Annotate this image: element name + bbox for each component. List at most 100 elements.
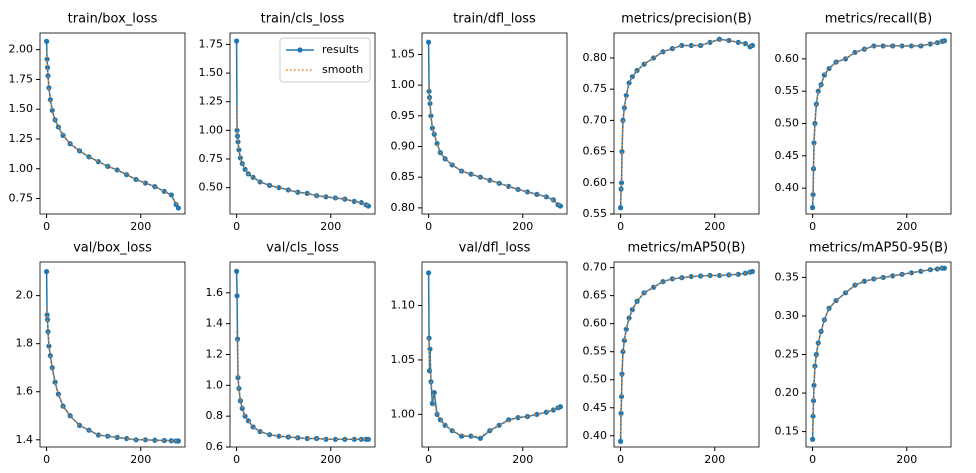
result-point xyxy=(46,85,52,91)
y-tick-label: 0.30 xyxy=(775,309,800,322)
x-tick-label: 200 xyxy=(130,453,151,466)
result-point xyxy=(76,422,83,428)
smooth-line xyxy=(235,107,369,207)
result-point xyxy=(623,92,629,99)
subplot-title: val/box_loss xyxy=(73,241,152,256)
result-point xyxy=(168,192,174,198)
results-line xyxy=(619,270,753,442)
y-tick-label: 0.75 xyxy=(583,82,608,95)
y-tick-label: 0.90 xyxy=(391,140,416,153)
x-tick-label: 0 xyxy=(425,453,432,466)
smooth-line xyxy=(811,40,945,202)
result-point xyxy=(45,73,51,79)
result-point xyxy=(468,433,474,439)
subplot-title: train/box_loss xyxy=(68,12,158,27)
result-point xyxy=(707,272,713,279)
result-point xyxy=(242,166,248,172)
y-tick-label: 0.50 xyxy=(775,117,800,130)
x-tick-label: 0 xyxy=(425,220,432,233)
results-line xyxy=(427,272,561,440)
results-line xyxy=(45,41,180,209)
result-point xyxy=(487,177,493,183)
y-tick-label: 1.4 xyxy=(206,317,224,330)
y-tick-label: 1.6 xyxy=(206,286,224,299)
result-point xyxy=(295,435,301,441)
y-tick-label: 1.75 xyxy=(9,72,34,85)
result-point xyxy=(621,337,627,344)
result-point xyxy=(487,428,493,434)
y-tick-label: 0.55 xyxy=(583,345,608,358)
x-tick-label: 0 xyxy=(617,453,624,466)
result-point xyxy=(124,172,130,178)
result-point xyxy=(44,56,50,62)
y-tick-label: 1.50 xyxy=(199,66,224,79)
result-point xyxy=(95,159,101,165)
result-point xyxy=(617,205,624,211)
x-tick-label: 200 xyxy=(130,220,151,233)
x-tick-label: 0 xyxy=(43,453,50,466)
x-tick-label: 0 xyxy=(43,220,50,233)
result-point xyxy=(735,39,741,45)
result-point xyxy=(669,46,675,52)
result-point xyxy=(242,413,248,419)
result-point xyxy=(427,100,433,107)
result-point xyxy=(44,64,51,71)
y-tick-label: 1.25 xyxy=(9,132,34,145)
result-point xyxy=(812,363,818,369)
y-tick-label: 0.80 xyxy=(583,51,608,64)
result-point xyxy=(669,276,675,282)
y-tick-label: 0.20 xyxy=(775,386,800,399)
result-point xyxy=(52,379,58,385)
x-tick-label: 0 xyxy=(617,220,624,233)
result-point xyxy=(477,435,483,441)
x-tick-label: 200 xyxy=(704,453,725,466)
result-point xyxy=(323,194,329,200)
subplot: val/cls_loss 0.6 0.8 1.0 1.2 1.4 1.6 0 200 xyxy=(206,241,376,466)
x-tick-label: 0 xyxy=(233,220,240,233)
y-tick-label: 0.55 xyxy=(775,84,800,97)
legend-label: smooth xyxy=(322,63,363,76)
subplot: train/box_loss 0.75 1.00 1.25 1.50 1.75 2.00 0 2… xyxy=(9,12,186,233)
y-tick-label: 1.00 xyxy=(9,162,34,175)
result-point xyxy=(707,39,713,45)
y-tick-label: 1.05 xyxy=(391,47,416,60)
y-tick-label: 1.25 xyxy=(199,95,224,108)
result-point xyxy=(175,438,182,444)
axes-frame xyxy=(805,32,952,215)
subplot: metrics/mAP50(B) 0.40 0.45 0.50 0.55 0.60 0.65… xyxy=(583,241,760,466)
subplot-title: val/cls_loss xyxy=(266,241,339,256)
y-tick-label: 1.50 xyxy=(9,102,34,115)
legend-marker xyxy=(297,47,303,53)
result-point xyxy=(342,196,348,202)
subplot-title: val/dfl_loss xyxy=(459,241,531,256)
y-tick-label: 0.45 xyxy=(583,401,608,414)
result-point xyxy=(660,49,666,55)
y-tick-label: 2.00 xyxy=(9,43,34,56)
y-tick-label: 0.35 xyxy=(775,270,800,283)
result-point xyxy=(660,279,666,285)
subplot: metrics/mAP50-95(B) 0.15 0.20 0.25 0.30 0.35 0… xyxy=(775,241,952,466)
result-point xyxy=(425,39,432,45)
result-point xyxy=(716,272,723,279)
result-point xyxy=(621,105,627,111)
result-point xyxy=(235,139,241,145)
result-point xyxy=(332,436,339,442)
axes-frame xyxy=(613,32,760,215)
result-point xyxy=(429,125,435,131)
subplot-title: train/dfl_loss xyxy=(453,12,536,27)
result-point xyxy=(237,155,243,161)
result-point xyxy=(833,297,839,304)
y-tick-label: 0.40 xyxy=(775,181,800,194)
y-tick-label: 0.70 xyxy=(583,113,608,126)
result-point xyxy=(43,38,50,44)
result-point xyxy=(815,88,821,94)
result-point xyxy=(821,72,827,78)
result-point xyxy=(44,312,50,318)
result-point xyxy=(506,183,512,189)
y-tick-label: 0.50 xyxy=(583,373,608,386)
result-point xyxy=(810,192,816,198)
subplot: val/dfl_loss 1.00 1.05 1.10 0 200 xyxy=(391,241,568,466)
result-point xyxy=(619,148,625,155)
y-tick-label: 0.75 xyxy=(199,152,224,165)
smooth-line xyxy=(235,331,369,441)
